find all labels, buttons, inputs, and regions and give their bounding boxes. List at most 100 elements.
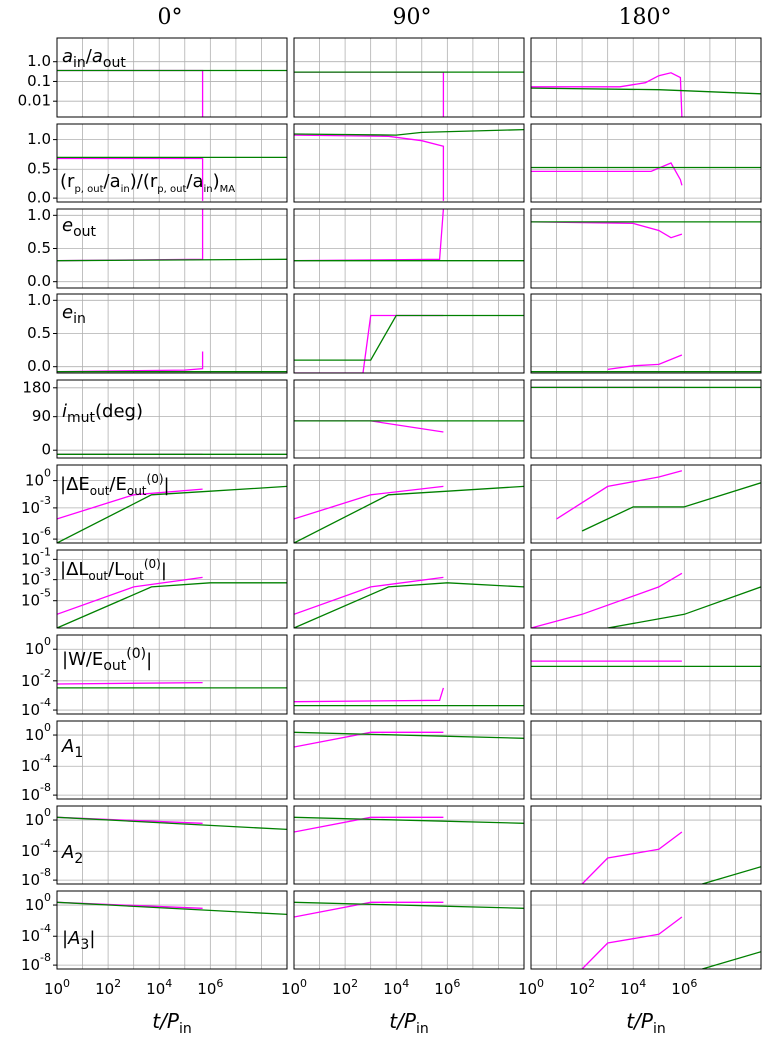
y-tick-label: 10-3 bbox=[21, 494, 51, 517]
series-line-magenta bbox=[294, 420, 444, 433]
x-tick-label: 100 bbox=[44, 977, 70, 998]
series-line-magenta bbox=[294, 71, 445, 117]
series-line-magenta bbox=[581, 831, 683, 884]
panel-r9-c0: 100 10-4 10-8 A2 bbox=[21, 805, 288, 889]
panel-frame bbox=[56, 634, 288, 715]
col-title-2: 180° bbox=[619, 5, 672, 30]
panel-ylabel: |W/Eout(0)| bbox=[62, 646, 152, 674]
panel-r0-c1 bbox=[293, 37, 525, 118]
series-line-green bbox=[294, 816, 524, 824]
panel-ylabel: A1 bbox=[61, 736, 83, 761]
panel-frame bbox=[530, 549, 762, 629]
y-tick-label: 1.0 bbox=[27, 130, 51, 148]
series-line-green bbox=[294, 128, 524, 136]
panel-frame bbox=[530, 464, 762, 544]
panel-r10-c0: 100 10-4 10-8 |A3| bbox=[21, 890, 288, 974]
panel-frame bbox=[56, 379, 288, 459]
y-tick-label: 100 bbox=[25, 721, 51, 744]
panel-r1-c0: 1.0 0.5 0.0 (rp, out/ain)/(rp, out/ain)MA bbox=[27, 123, 288, 207]
panel-frame bbox=[293, 379, 525, 459]
y-tick-label: 100 bbox=[25, 891, 51, 914]
col-title-0: 0° bbox=[158, 5, 183, 30]
panel-r4-c0: 180 90 0 imut(deg) bbox=[22, 378, 288, 459]
panel-r9-c1 bbox=[293, 805, 525, 885]
series-line-magenta bbox=[531, 221, 683, 239]
x-tick-label: 104 bbox=[146, 977, 172, 998]
y-tick-label: 10-1 bbox=[21, 545, 51, 568]
x-tick-label: 100 bbox=[281, 977, 307, 998]
series-line-green bbox=[702, 866, 761, 884]
panel-r3-c0: 1.0 0.5 0.0 ein bbox=[27, 291, 288, 375]
x-axis-title: t/Pin bbox=[152, 1009, 191, 1037]
panel-ylabel: A2 bbox=[61, 842, 83, 867]
panel-frame bbox=[56, 37, 288, 118]
panel-r10-c2 bbox=[530, 890, 762, 970]
y-tick-label: 10-5 bbox=[21, 587, 51, 610]
panel-ylabel: eout bbox=[62, 215, 97, 240]
x-tick-label: 102 bbox=[332, 977, 358, 998]
panel-r2-c1 bbox=[293, 208, 525, 289]
x-axis-title: t/Pin bbox=[389, 1009, 428, 1037]
y-tick-label: 0.0 bbox=[27, 357, 51, 375]
series-line-magenta bbox=[294, 816, 444, 833]
y-tick-label: 0.5 bbox=[27, 160, 51, 178]
panel-r9-c2 bbox=[530, 805, 762, 885]
panel-r4-c1 bbox=[293, 379, 525, 459]
panel-ylabel: |A3| bbox=[62, 928, 95, 953]
panel-frame bbox=[56, 123, 288, 203]
series-line-green bbox=[294, 731, 524, 739]
panel-frame bbox=[530, 890, 762, 970]
series-line-magenta bbox=[294, 134, 445, 201]
panel-ylabel: ain/aout bbox=[62, 46, 126, 71]
series-line-magenta bbox=[531, 72, 683, 117]
x-tick-label: 104 bbox=[383, 977, 409, 998]
panel-frame bbox=[530, 720, 762, 800]
x-tick-label: 102 bbox=[569, 977, 595, 998]
series-line-green bbox=[607, 586, 761, 628]
panel-r5-c0: 100 10-3 10-6 |ΔEout/Eout(0)| bbox=[21, 464, 288, 548]
panel-r1-c2 bbox=[530, 123, 762, 203]
y-tick-label: 0.1 bbox=[27, 72, 51, 90]
series-line-green bbox=[57, 901, 287, 916]
panel-r3-c1 bbox=[293, 293, 525, 374]
y-tick-label: 0.01 bbox=[18, 92, 51, 110]
panel-r2-c0: 1.0 0.5 0.0 eout bbox=[27, 206, 288, 290]
x-tick-label: 100 bbox=[518, 977, 544, 998]
panel-frame bbox=[293, 293, 525, 374]
panel-ylabel: ein bbox=[62, 302, 86, 327]
series-line-green bbox=[57, 816, 287, 831]
y-tick-label: 0.5 bbox=[27, 239, 51, 257]
panel-frame bbox=[56, 890, 288, 970]
y-tick-label: 10-4 bbox=[21, 696, 51, 719]
y-tick-label: 1.0 bbox=[27, 291, 51, 309]
series-line-green bbox=[531, 87, 761, 95]
panel-frame bbox=[293, 549, 525, 629]
series-line-green bbox=[57, 485, 287, 543]
panel-r7-c0: 100 10-2 10-4 |W/Eout(0)| bbox=[21, 634, 288, 719]
series-line-green bbox=[702, 951, 761, 969]
y-tick-label: 1.0 bbox=[27, 206, 51, 224]
panel-r6-c2 bbox=[530, 549, 762, 629]
x-tick-label: 106 bbox=[434, 977, 460, 998]
panel-frame bbox=[530, 123, 762, 203]
series-line-magenta bbox=[294, 901, 444, 918]
series-line-magenta bbox=[57, 488, 203, 520]
panel-r0-c0: 1.0 0.1 0.01 ain/aout bbox=[18, 37, 288, 118]
series-line-magenta bbox=[57, 157, 204, 201]
panel-r1-c1 bbox=[293, 123, 525, 203]
series-line-green bbox=[57, 582, 287, 628]
y-tick-label: 10-6 bbox=[21, 525, 51, 548]
panel-r4-c2 bbox=[530, 379, 762, 459]
panel-frame bbox=[293, 123, 525, 203]
panel-r7-c1 bbox=[293, 634, 525, 715]
panel-frame bbox=[56, 549, 288, 629]
y-tick-label: 10-8 bbox=[21, 951, 51, 974]
x-tick-label: 104 bbox=[620, 977, 646, 998]
panel-frame bbox=[530, 293, 762, 374]
y-tick-label: 1.0 bbox=[27, 52, 51, 70]
panel-frame bbox=[530, 805, 762, 885]
x-tick-label: 102 bbox=[95, 977, 121, 998]
series-line-magenta bbox=[531, 162, 683, 186]
y-tick-label: 10-4 bbox=[21, 922, 51, 945]
